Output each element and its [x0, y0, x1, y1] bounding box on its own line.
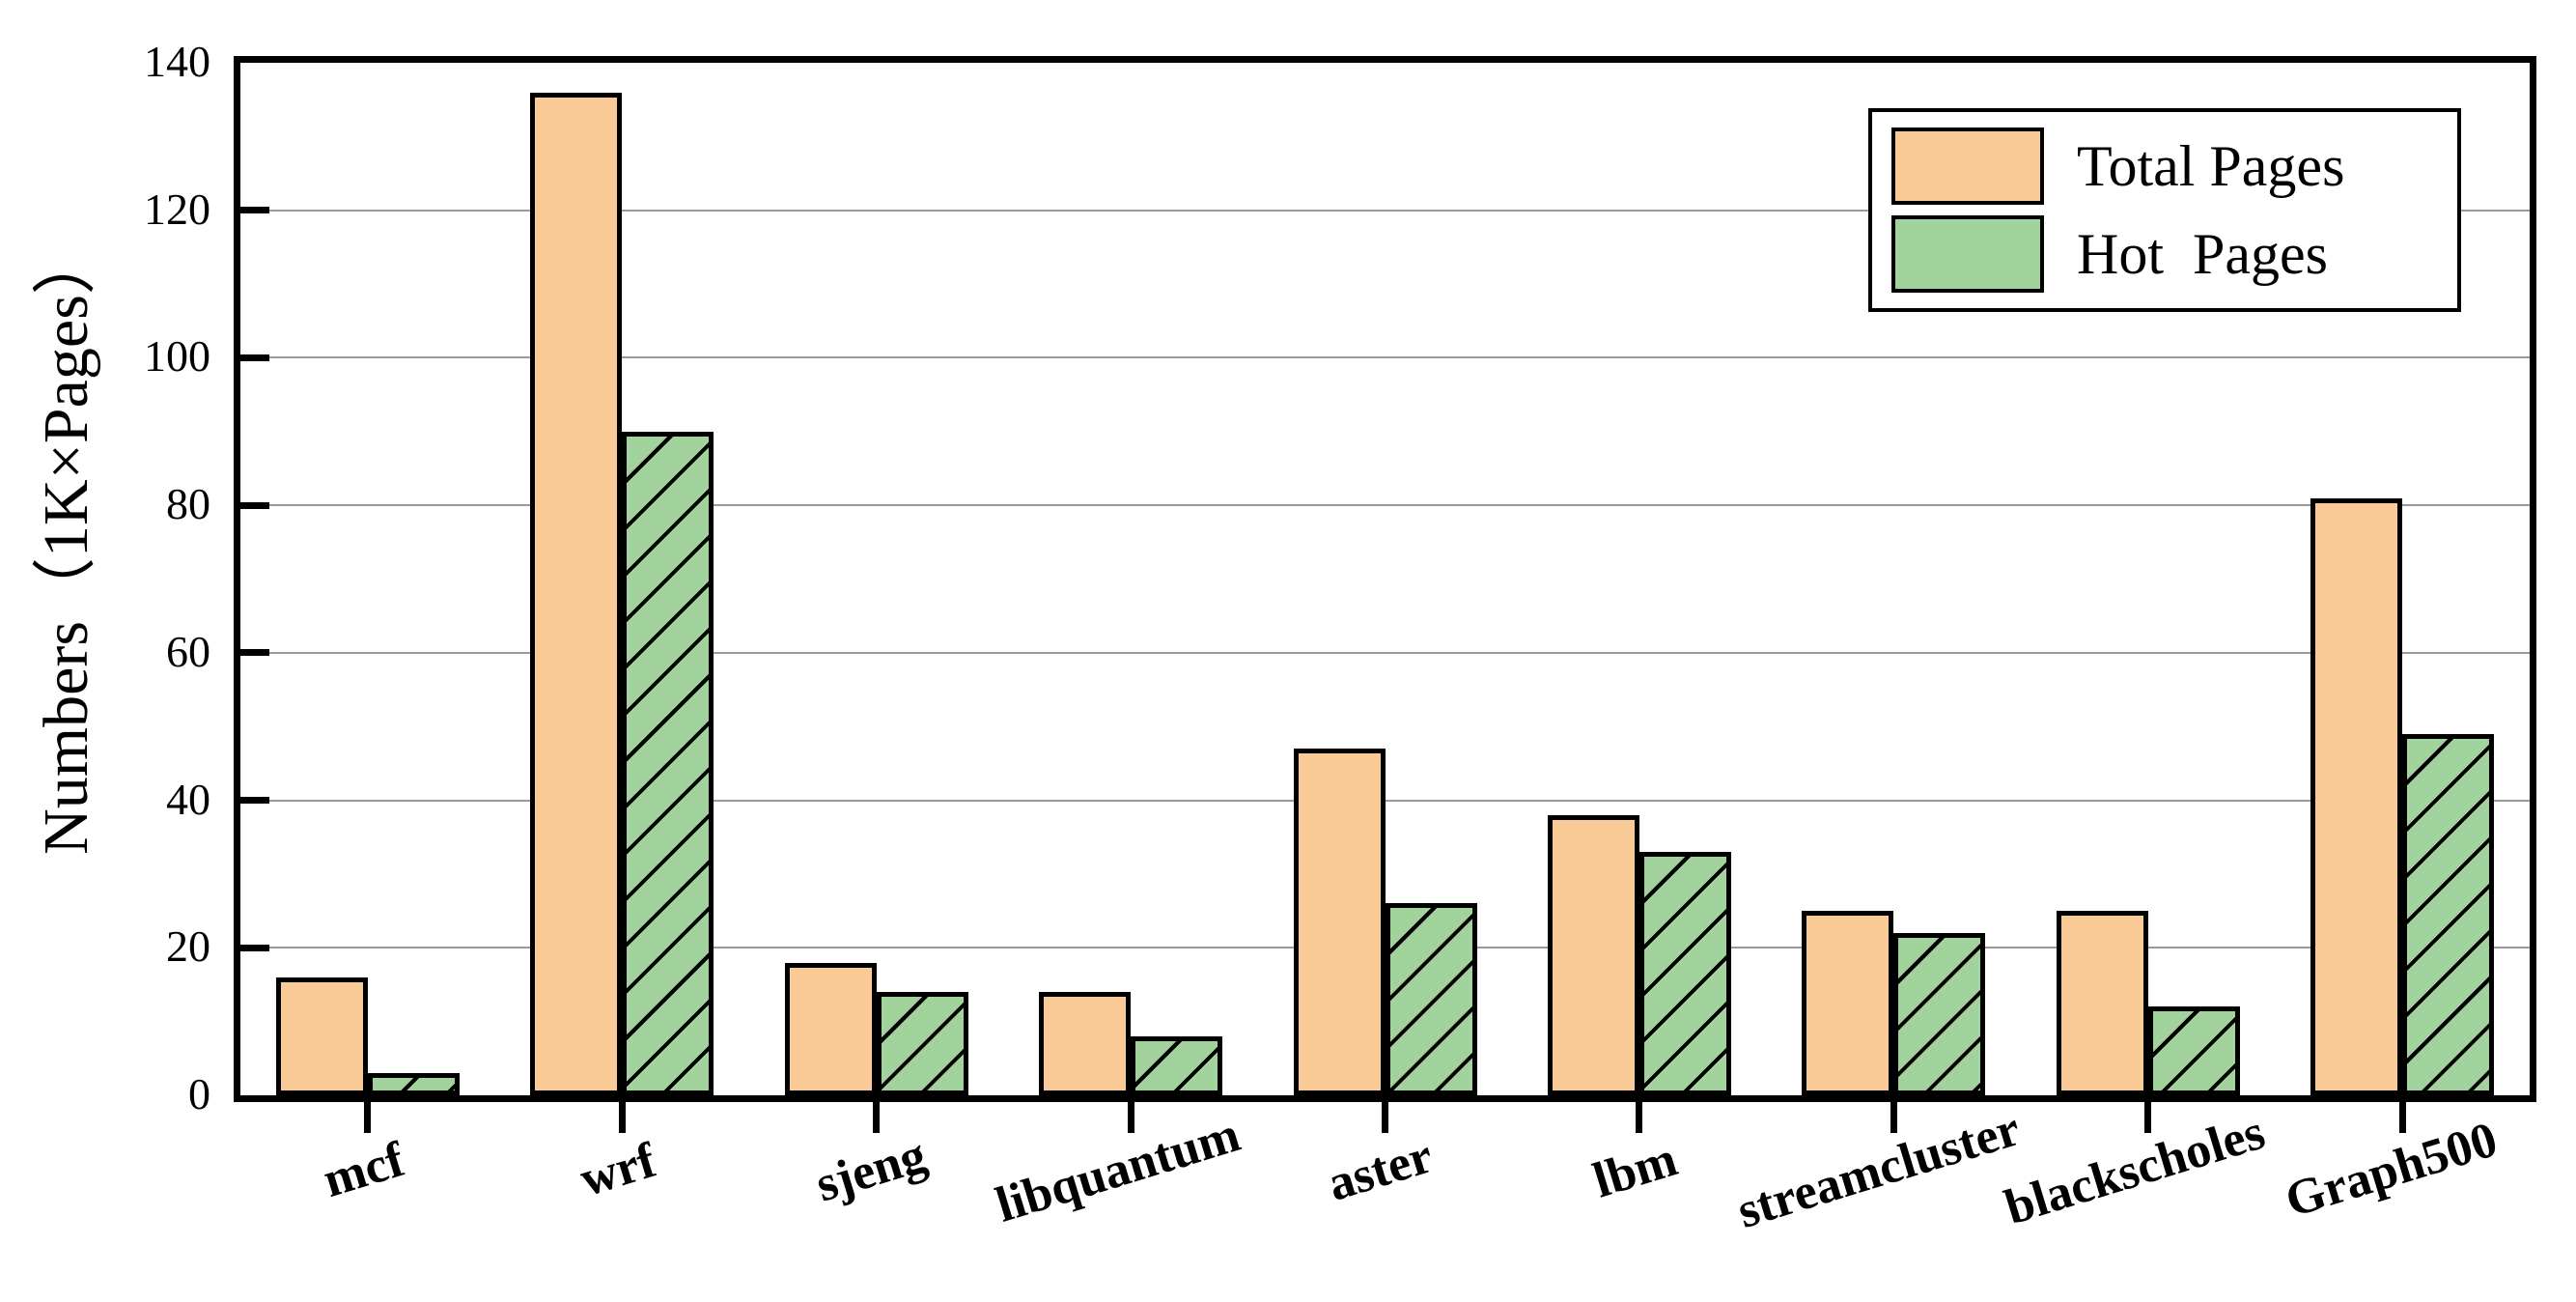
- y-tick-label-0: 0: [188, 1069, 210, 1118]
- y-tick-120: [240, 207, 269, 214]
- x-category-label-aster: aster: [1321, 1128, 1439, 1212]
- gridline-y-120: [240, 209, 2530, 212]
- x-tick-streamcluster: [1890, 1098, 1897, 1133]
- y-tick-40: [240, 797, 269, 805]
- total-pages-swatch: [1891, 127, 2044, 206]
- y-tick-label-60: 60: [166, 626, 210, 676]
- bar-hot-streamcluster: [1893, 933, 1986, 1095]
- bar-total-Graph500: [2310, 498, 2403, 1095]
- x-category-label-libquantum: libquantum: [990, 1107, 1246, 1233]
- bar-total-mcf: [275, 977, 368, 1095]
- y-tick-label-20: 20: [166, 921, 210, 972]
- bar-total-streamcluster: [1802, 911, 1894, 1095]
- gridline-y-60: [240, 651, 2530, 654]
- x-category-label-lbm: lbm: [1586, 1131, 1684, 1209]
- bar-total-wrf: [530, 93, 623, 1095]
- x-category-label-blackscholes: blackscholes: [1998, 1104, 2271, 1236]
- hot-pages-swatch: [1891, 214, 2044, 293]
- bar-hot-Graph500: [2402, 734, 2495, 1095]
- x-category-label-streamcluster: streamcluster: [1731, 1101, 2028, 1239]
- legend: Total Pages Hot Pages: [1868, 108, 2461, 312]
- y-tick-label-140: 140: [144, 37, 210, 86]
- x-tick-Graph500: [2398, 1098, 2406, 1133]
- bar-total-lbm: [1547, 815, 1639, 1095]
- x-tick-sjeng: [873, 1098, 881, 1133]
- y-tick-label-40: 40: [166, 774, 210, 824]
- x-tick-libquantum: [1127, 1098, 1134, 1133]
- y-tick-label-120: 120: [144, 184, 210, 234]
- bar-hot-lbm: [1638, 852, 1731, 1095]
- x-tick-aster: [1382, 1098, 1388, 1133]
- x-category-label-mcf: mcf: [317, 1132, 410, 1208]
- x-tick-mcf: [364, 1098, 372, 1133]
- x-tick-lbm: [1636, 1098, 1643, 1133]
- legend-label-total-pages: Total Pages: [2077, 134, 2345, 199]
- gridline-y-100: [240, 356, 2530, 359]
- y-tick-60: [240, 649, 269, 657]
- bar-hot-mcf: [367, 1073, 460, 1095]
- bar-total-aster: [1293, 749, 1386, 1095]
- bar-hot-libquantum: [1131, 1036, 1223, 1095]
- gridline-y-40: [240, 799, 2530, 802]
- x-tick-wrf: [618, 1098, 626, 1133]
- bar-total-sjeng: [784, 963, 877, 1095]
- bar-hot-aster: [1385, 903, 1477, 1095]
- bar-hot-wrf: [622, 432, 714, 1095]
- legend-row-total-pages: Total Pages: [1891, 127, 2457, 206]
- y-tick-label-80: 80: [166, 479, 210, 529]
- y-tick-label-100: 100: [144, 331, 210, 382]
- x-category-label-Graph500: Graph500: [2279, 1112, 2505, 1229]
- bar-hot-sjeng: [876, 992, 968, 1095]
- y-axis-title: Numbers（1K×Pages）: [31, 231, 101, 855]
- bar-hot-blackscholes: [2147, 1006, 2240, 1095]
- x-category-label-wrf: wrf: [574, 1132, 662, 1208]
- x-category-label-sjeng: sjeng: [809, 1127, 933, 1213]
- y-tick-20: [240, 944, 269, 951]
- legend-label-hot-pages: Hot Pages: [2077, 221, 2328, 286]
- y-tick-80: [240, 501, 269, 509]
- y-tick-100: [240, 354, 269, 361]
- bar-total-libquantum: [1039, 992, 1132, 1095]
- x-tick-blackscholes: [2144, 1098, 2152, 1133]
- gridline-y-80: [240, 504, 2530, 507]
- legend-row-hot-pages: Hot Pages: [1891, 214, 2457, 293]
- bar-total-blackscholes: [2056, 911, 2148, 1095]
